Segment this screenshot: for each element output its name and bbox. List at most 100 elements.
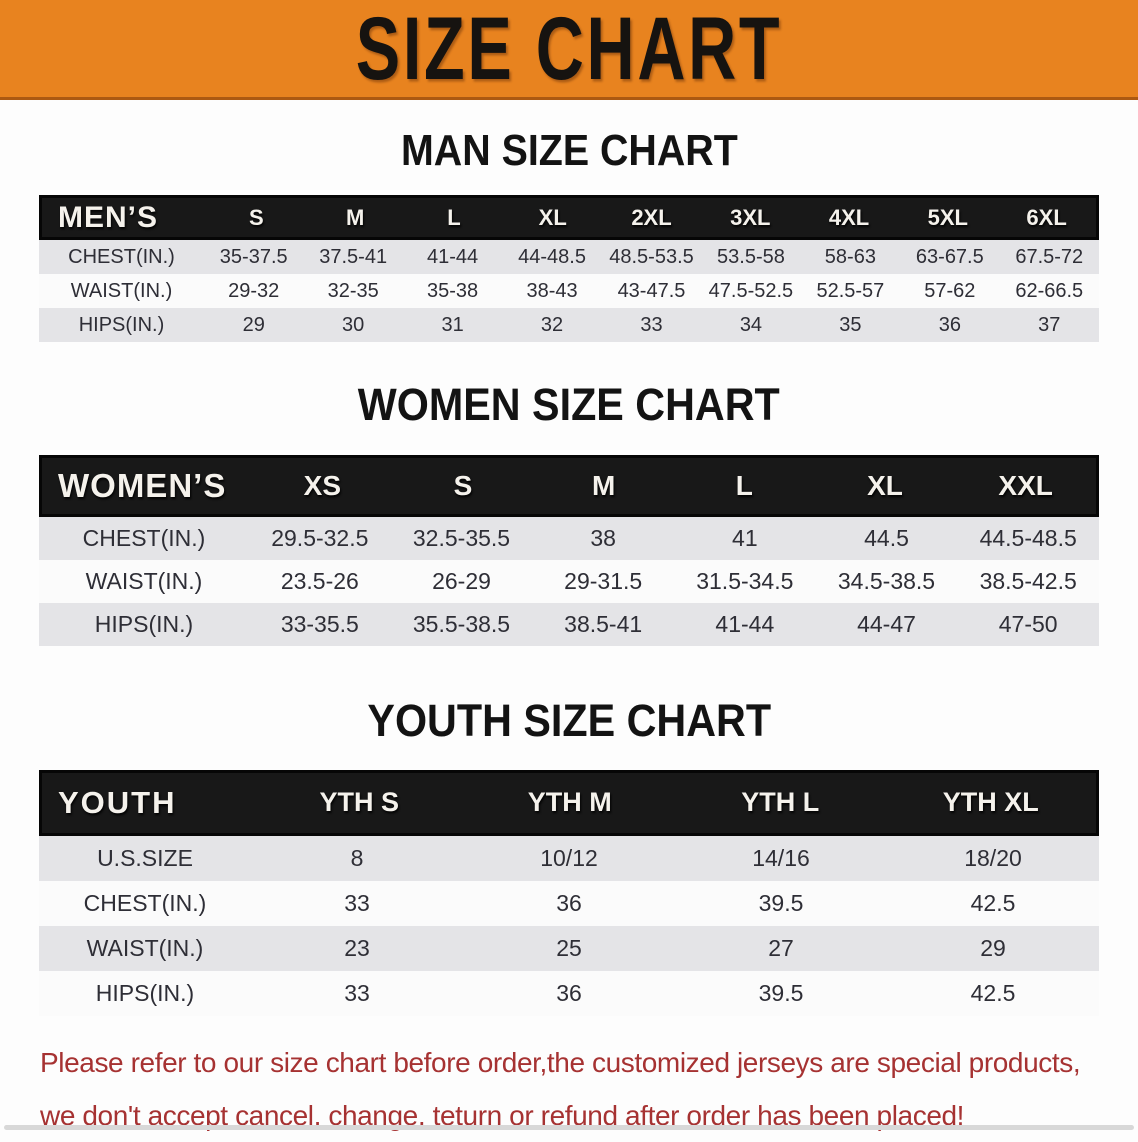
size-value-cell: 33 [344, 889, 370, 916]
size-value-cell: 27 [768, 934, 794, 961]
size-column-header: L [735, 470, 753, 502]
size-value-cell: 36 [938, 313, 961, 336]
size-value-cell: 14/16 [752, 844, 810, 871]
size-value-cell: 23.5-26 [280, 568, 359, 595]
size-chart-section: MAN SIZE CHART MEN’S S M L XL 2XL 3XL 4XL 5XL 6XL… [0, 126, 1138, 343]
size-value-cell: 34.5-38.5 [837, 568, 936, 595]
size-column-header: 5XL [927, 204, 968, 230]
size-value-cell: 57-62 [924, 279, 976, 302]
size-value-cell: 35-38 [427, 279, 479, 302]
row-label: HIPS(IN.) [78, 313, 165, 336]
size-column-header: M [345, 204, 365, 230]
row-label: CHEST(IN.) [82, 525, 206, 552]
size-value-cell: 43-47.5 [617, 279, 686, 302]
size-value-cell: 62-66.5 [1015, 279, 1084, 302]
size-value-cell: 41-44 [715, 611, 775, 638]
size-table: MEN’S S M L XL 2XL 3XL 4XL 5XL 6XL CHEST(IN.) 35-3… [39, 195, 1099, 343]
table-header-row: WOMEN’S XS S M L XL XXL [39, 455, 1099, 518]
charts-container: MAN SIZE CHART MEN’S S M L XL 2XL 3XL 4XL 5XL 6XL… [0, 126, 1138, 1016]
size-value-cell: 39.5 [758, 979, 804, 1006]
size-column-header: 4XL [828, 204, 870, 230]
size-value-cell: 37 [1038, 313, 1061, 336]
size-value-cell: 35 [839, 313, 862, 336]
size-value-cell: 8 [350, 844, 364, 871]
size-value-cell: 44-47 [857, 611, 916, 638]
table-row: WAIST(IN.) 23 25 27 29 [39, 925, 1099, 971]
table-row: CHEST(IN.) 29.5-32.5 32.5-35.5 38 41 44.5 44.5… [39, 517, 1099, 561]
size-value-cell: 37.5-41 [319, 245, 388, 268]
size-column-header: YTH M [527, 787, 612, 818]
size-column-header: YTH L [741, 787, 820, 818]
size-value-cell: 35.5-38.5 [412, 611, 511, 638]
size-value-cell: 42.5 [970, 889, 1016, 916]
size-value-cell: 34 [739, 313, 763, 336]
size-value-cell: 63-67.5 [915, 245, 984, 268]
size-value-cell: 31 [441, 313, 464, 336]
size-column-header: 6XL [1026, 204, 1067, 230]
section-heading-text: YOUTH SIZE CHART [367, 695, 771, 747]
size-value-cell: 23 [344, 934, 370, 961]
size-column-header: XS [303, 470, 341, 502]
table-body: CHEST(IN.) 29.5-32.5 32.5-35.5 38 41 44.5 44.5… [39, 517, 1099, 647]
size-value-cell: 52.5-57 [816, 279, 885, 302]
size-value-cell: 30 [342, 313, 365, 336]
size-column-header: YTH S [319, 787, 399, 818]
size-value-cell: 29-31.5 [564, 568, 643, 595]
row-label: WAIST(IN.) [85, 568, 203, 595]
table-header-row: MEN’S S M L XL 2XL 3XL 4XL 5XL 6XL [39, 195, 1099, 241]
size-column-header: XL [538, 204, 567, 230]
section-heading-text: WOMEN SIZE CHART [358, 379, 780, 431]
size-value-cell: 39.5 [758, 889, 804, 916]
size-value-cell: 48.5-53.5 [609, 245, 694, 268]
size-value-cell: 29 [242, 313, 265, 336]
row-label: WAIST(IN.) [70, 279, 173, 302]
size-value-cell: 32-35 [327, 279, 379, 302]
size-column-header: XL [867, 470, 903, 502]
size-value-cell: 36 [556, 979, 582, 1006]
size-value-cell: 29 [980, 934, 1006, 961]
row-label: HIPS(IN.) [95, 979, 195, 1006]
size-value-cell: 44-48.5 [518, 245, 586, 268]
size-column-header: 3XL [730, 204, 771, 230]
size-value-cell: 47.5-52.5 [708, 279, 794, 302]
table-row: WAIST(IN.) 29-32 32-35 35-38 38-43 43-47.5 47.… [39, 274, 1099, 309]
size-value-cell: 33-35.5 [280, 611, 359, 638]
section-heading: MAN SIZE CHART [0, 126, 1138, 174]
table-row: CHEST(IN.) 33 36 39.5 42.5 [39, 880, 1099, 926]
size-value-cell: 10/12 [540, 844, 598, 871]
size-column-header: 2XL [631, 204, 672, 230]
size-value-cell: 33 [344, 979, 370, 1006]
size-value-cell: 47-50 [998, 611, 1058, 638]
size-column-header: M [592, 470, 616, 502]
disclaimer: Please refer to our size chart before or… [40, 1036, 1138, 1142]
section-heading: WOMEN SIZE CHART [0, 379, 1138, 431]
size-table: WOMEN’S XS S M L XL XXL CHEST(IN.) 29.5-32.5 32.… [39, 455, 1099, 647]
size-value-cell: 29-32 [228, 279, 280, 302]
size-value-cell: 38.5-41 [564, 611, 643, 638]
size-value-cell: 25 [556, 934, 582, 961]
row-label: WAIST(IN.) [86, 934, 204, 961]
section-heading: YOUTH SIZE CHART [0, 695, 1138, 747]
table-header-row: YOUTH YTH S YTH M YTH L YTH XL [39, 769, 1099, 836]
size-value-cell: 38.5-42.5 [979, 568, 1077, 595]
size-value-cell: 35-37.5 [219, 245, 288, 268]
table-body: CHEST(IN.) 35-37.5 37.5-41 41-44 44-48.5 48.5… [39, 240, 1099, 343]
size-value-cell: 26-29 [432, 568, 491, 595]
size-chart-section: YOUTH SIZE CHART YOUTH YTH S YTH M YTH L YTH… [0, 695, 1138, 1016]
size-value-cell: 32.5-35.5 [412, 525, 511, 552]
size-value-cell: 18/20 [964, 844, 1022, 871]
size-value-cell: 29.5-32.5 [271, 525, 369, 552]
size-value-cell: 36 [556, 889, 582, 916]
disclaimer-line-1: Please refer to our size chart before or… [40, 1046, 1081, 1078]
size-column-header: S [453, 470, 473, 502]
size-value-cell: 41-44 [427, 245, 479, 268]
bottom-strip [4, 1125, 1134, 1130]
size-value-cell: 32 [540, 313, 564, 336]
size-value-cell: 44.5-48.5 [979, 525, 1077, 552]
row-label: U.S.SIZE [97, 844, 193, 871]
size-column-header: YTH XL [942, 787, 1039, 818]
table-row: HIPS(IN.) 33 36 39.5 42.5 [39, 970, 1099, 1016]
banner: SIZE CHART [0, 0, 1138, 100]
size-value-cell: 42.5 [970, 979, 1016, 1006]
